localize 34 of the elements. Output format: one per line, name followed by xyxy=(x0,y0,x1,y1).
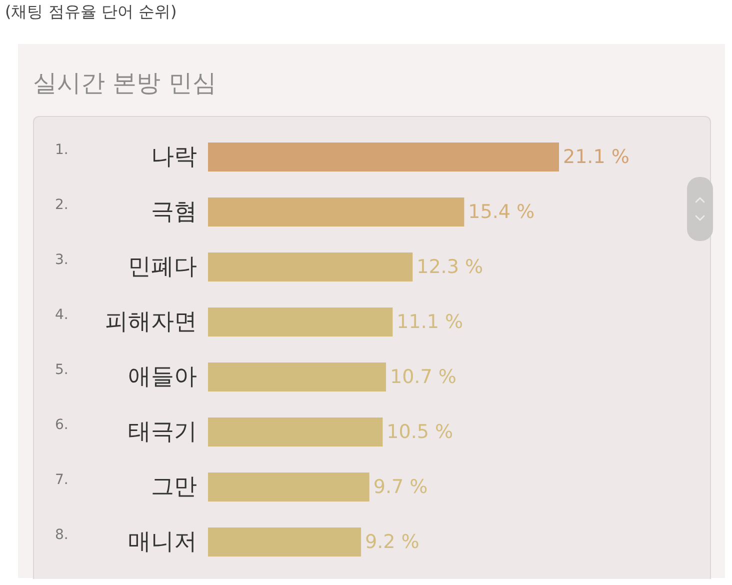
y-tick-label: 애들아 xyxy=(128,364,197,390)
data-label: 21.1 % xyxy=(563,146,630,168)
chart-subtitle: (채팅 점유율 단어 순위) xyxy=(5,2,177,21)
data-label: 15.4 % xyxy=(468,201,535,223)
bar xyxy=(208,362,386,392)
data-label: 10.7 % xyxy=(390,366,456,388)
y-tick-label: 그만 xyxy=(151,474,197,500)
bar xyxy=(208,528,362,556)
text: 2. xyxy=(55,197,68,213)
data-label: 9.7 % xyxy=(373,476,428,498)
bar xyxy=(208,308,393,336)
text: 7. xyxy=(55,472,68,488)
text: 8. xyxy=(55,527,68,543)
y-tick-label: 나락 xyxy=(151,144,197,170)
text: 5. xyxy=(55,362,68,378)
data-label: 10.5 % xyxy=(386,421,454,443)
data-label: 12.3 % xyxy=(416,256,484,278)
bar xyxy=(208,418,383,446)
y-tick-label: 매니저 xyxy=(128,529,197,555)
text: 1. xyxy=(55,142,68,158)
chart-title: 실시간 본방 민심 xyxy=(33,68,216,98)
data-label: 9.2 % xyxy=(365,531,420,553)
text: 4. xyxy=(55,307,68,323)
bar xyxy=(208,142,559,172)
y-tick-label: 민폐다 xyxy=(128,254,197,280)
text: 3. xyxy=(55,252,68,268)
y-tick-label: 극혐 xyxy=(151,199,197,225)
bar xyxy=(208,252,413,282)
y-tick-label: 태극기 xyxy=(128,419,197,445)
text: 6. xyxy=(55,417,68,433)
y-tick-label: 피해자면 xyxy=(105,309,197,335)
bar xyxy=(208,198,464,226)
data-label: 11.1 % xyxy=(396,311,464,333)
bar xyxy=(208,472,370,502)
